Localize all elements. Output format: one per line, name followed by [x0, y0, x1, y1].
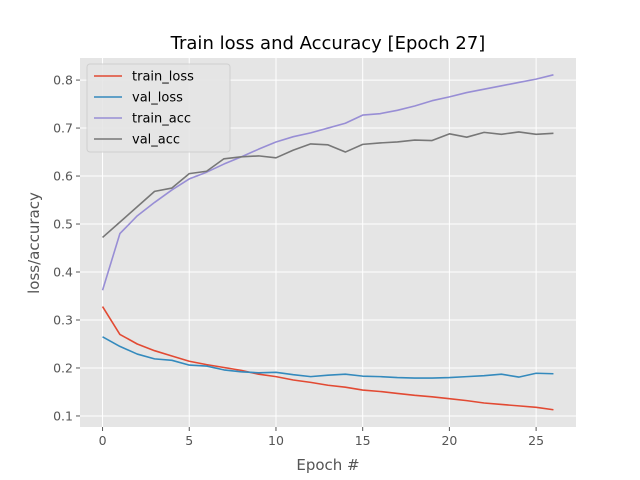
legend-box [86, 63, 231, 153]
y-tick-label: 0.4 [53, 265, 73, 280]
chart-title: Train loss and Accuracy [Epoch 27] [170, 33, 486, 54]
x-tick-label: 10 [268, 433, 284, 448]
y-tick-label: 0.2 [53, 360, 73, 375]
y-tick-label: 0.6 [53, 169, 73, 184]
legend: train_loss val_loss train_acc val_acc [86, 63, 231, 153]
x-tick-label: 5 [185, 433, 193, 448]
series-line-val-acc [102, 131, 554, 239]
series-line-train-acc [101, 74, 554, 291]
y-tick-label: 0.3 [53, 312, 73, 327]
y-axis-label: loss/accuracy [25, 192, 43, 294]
x-tick-label: 25 [528, 433, 544, 448]
series-line-train-loss [101, 306, 554, 411]
x-tick-label: 15 [355, 433, 371, 448]
x-ticks: 0 5 10 15 20 25 [99, 427, 544, 448]
y-tick-label: 0.8 [53, 73, 73, 88]
grid-lines [80, 58, 576, 427]
x-tick-label: 0 [99, 433, 107, 448]
y-tick-label: 0.5 [53, 217, 73, 232]
series-line-val-loss [102, 336, 554, 379]
y-tick-label: 0.1 [53, 408, 73, 423]
legend-label-train-loss: train_loss [132, 70, 194, 85]
y-tick-label: 0.7 [53, 121, 73, 136]
y-ticks: 0.1 0.2 0.3 0.4 0.5 0.6 0.7 0.8 [53, 73, 80, 423]
series-lines [101, 74, 554, 411]
legend-label-val-acc: val_acc [132, 133, 180, 148]
x-tick-label: 20 [441, 433, 457, 448]
x-axis-label: Epoch # [296, 456, 359, 474]
legend-label-train-acc: train_acc [132, 112, 191, 127]
legend-label-val-loss: val_loss [132, 91, 183, 106]
